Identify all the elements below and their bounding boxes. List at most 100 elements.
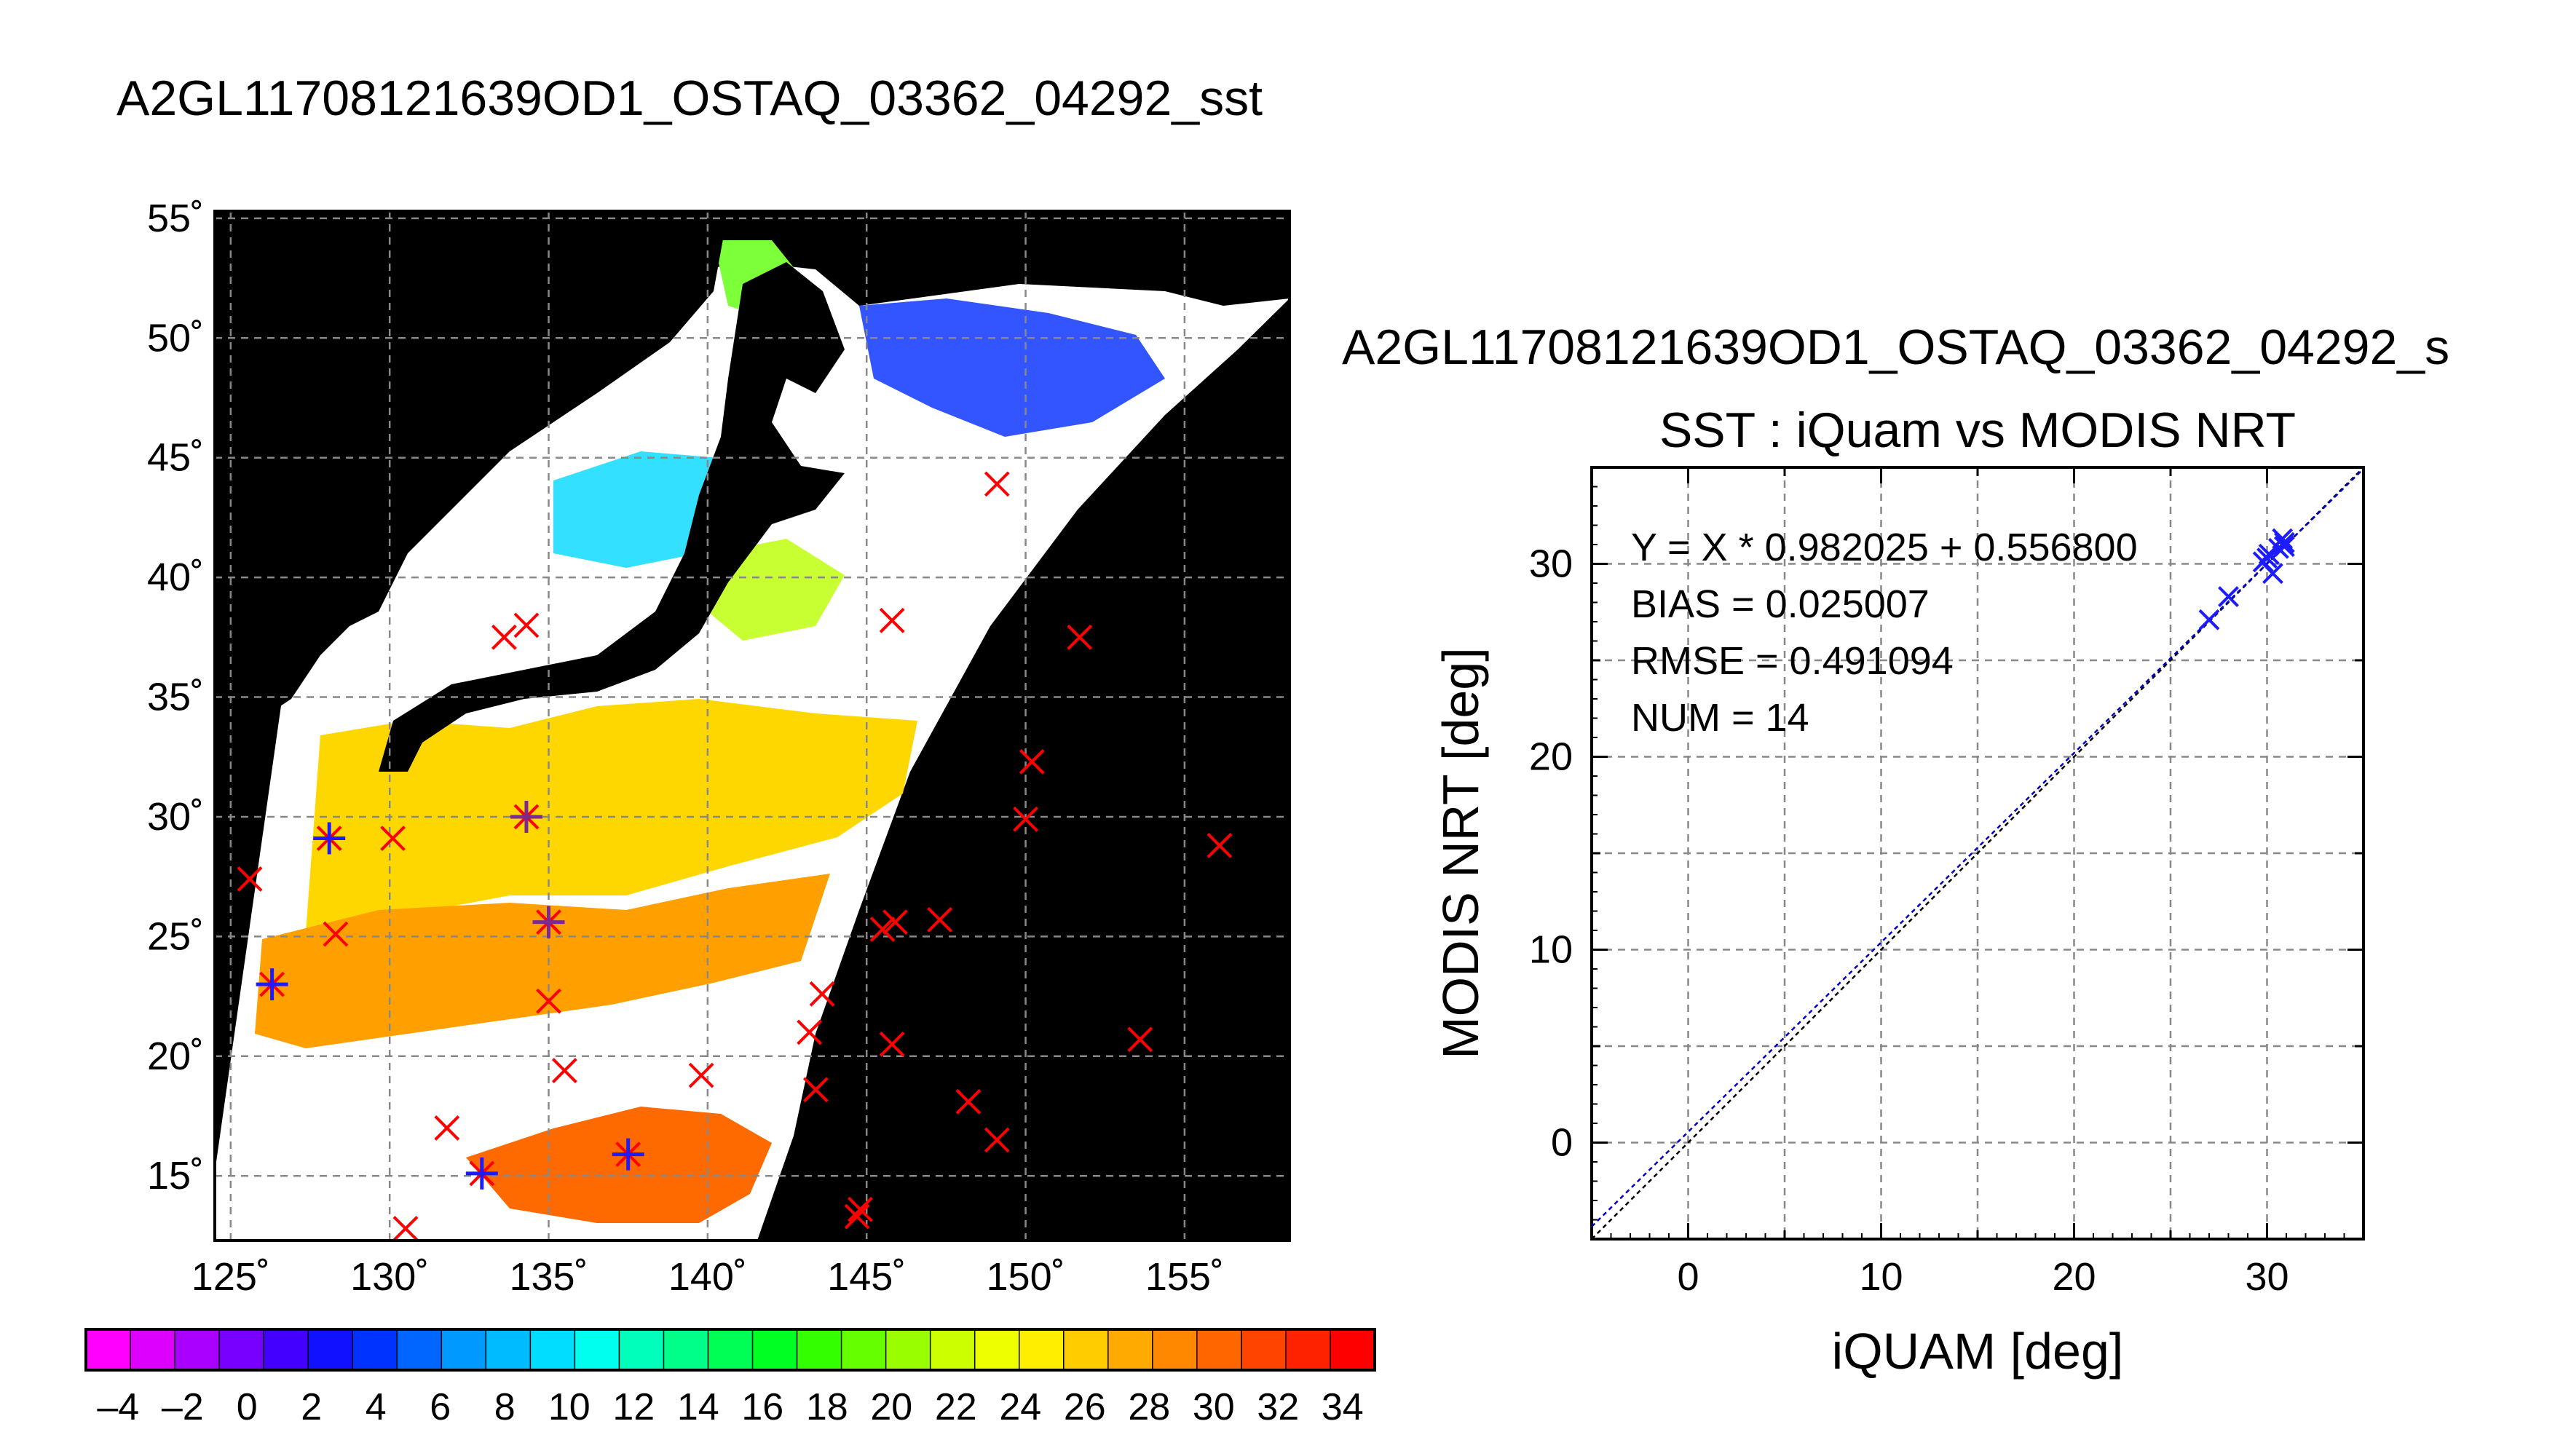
scatter-title: SST : iQuam vs MODIS NRT <box>1659 403 2296 458</box>
map-station-marker <box>380 826 406 851</box>
colorbar-segment <box>1285 1329 1331 1370</box>
map-lat-tick-label: 20˚ <box>147 1034 204 1078</box>
stats-num: NUM = 14 <box>1631 696 1809 740</box>
map-lon-tick-label: 130˚ <box>350 1255 429 1299</box>
colorbar-segment <box>352 1329 398 1370</box>
map-station-marker <box>688 1062 714 1088</box>
map-title: A2GL11708121639OD1_OSTAQ_03362_04292_sst <box>117 71 1263 126</box>
colorbar-segment <box>1152 1329 1198 1370</box>
one-to-one-line <box>1591 467 2364 1240</box>
scatter-y-tick-label: 10 <box>1529 928 1573 972</box>
map-lon-tick-label: 150˚ <box>987 1255 1065 1299</box>
colorbar-segment <box>663 1329 709 1370</box>
stats-bias: BIAS = 0.025007 <box>1631 582 1930 626</box>
map-lat-tick-label: 25˚ <box>147 914 204 958</box>
colorbar-segment <box>397 1329 442 1370</box>
map-lat-tick-label: 30˚ <box>147 795 204 839</box>
colorbar-segment <box>441 1329 486 1370</box>
map-lon-tick-label: 155˚ <box>1145 1255 1224 1299</box>
colorbar-tick-label: 30 <box>1193 1386 1235 1428</box>
regression-line <box>1591 468 2364 1227</box>
colorbar-tick-label: 22 <box>935 1386 977 1428</box>
scatter-panel: A2GL11708121639OD1_OSTAQ_03362_04292_s S… <box>1342 320 2449 1380</box>
scatter-x-label: iQUAM [deg] <box>1832 1323 2124 1380</box>
map-station-marker <box>551 1058 577 1083</box>
map-station-marker <box>1067 624 1093 650</box>
colorbar-tick-label: 2 <box>301 1386 322 1428</box>
colorbar-tick-label: 20 <box>870 1386 912 1428</box>
map-station-marker <box>844 1203 870 1230</box>
map-lon-tick-label: 145˚ <box>827 1255 906 1299</box>
map-lat-tick-label: 55˚ <box>147 197 204 240</box>
map-station-marker <box>434 1115 460 1141</box>
scatter-y-label: MODIS NRT [deg] <box>1432 647 1489 1059</box>
map-station-marker <box>1019 748 1045 775</box>
map-station-marker <box>1207 833 1233 858</box>
map-lon-labels: 125˚ 130˚ 135˚ 140˚ 145˚ 150˚ 155˚ <box>191 1255 1224 1299</box>
colorbar-border <box>84 1328 1376 1372</box>
colorbar-segment <box>1330 1329 1375 1370</box>
map-station-marker <box>869 917 896 942</box>
colorbar-segment <box>1241 1329 1287 1370</box>
colorbar-tick-label: –4 <box>97 1386 139 1428</box>
map-lon-tick-label: 125˚ <box>191 1255 270 1299</box>
scatter-point <box>2262 563 2283 585</box>
land-japan <box>379 262 845 772</box>
map-station-marker <box>513 612 540 638</box>
map-station-marker <box>802 1077 829 1103</box>
colorbar-segment <box>930 1329 976 1370</box>
colorbar-segment <box>619 1329 665 1370</box>
scatter-points <box>2198 528 2295 630</box>
colorbar-segment <box>530 1329 575 1370</box>
scatter-y-tick-labels: 0 10 20 30 <box>1529 542 1573 1165</box>
map-station-marker <box>465 1157 498 1190</box>
sst-area-yellow <box>306 699 917 932</box>
map-station-marker <box>612 1138 644 1171</box>
colorbar-segment <box>1107 1329 1153 1370</box>
map-station-marker <box>848 1196 873 1222</box>
colorbar-segment <box>219 1329 264 1370</box>
scatter-title-top: A2GL11708121639OD1_OSTAQ_03362_04292_s <box>1342 320 2449 375</box>
colorbar-segment <box>885 1329 931 1370</box>
colorbar-segment <box>1196 1329 1242 1370</box>
map-lat-tick-label: 40˚ <box>147 555 204 599</box>
colorbar-tick-label: 8 <box>494 1386 516 1428</box>
map-border <box>213 210 1291 1242</box>
map-lon-tick-label: 135˚ <box>509 1255 588 1299</box>
map-station-marker <box>1127 1026 1153 1053</box>
colorbar-tick-label: 6 <box>430 1386 451 1428</box>
colorbar-segment <box>1063 1329 1109 1370</box>
map-lat-labels: 55˚ 50˚ 45˚ 40˚ 35˚ 30˚ 25˚ 20˚ 15˚ <box>147 197 204 1198</box>
colorbar-segment <box>841 1329 887 1370</box>
map-lat-tick-label: 35˚ <box>147 676 204 719</box>
colorbar-segment <box>86 1329 131 1370</box>
map-lat-tick-label: 50˚ <box>147 316 204 360</box>
scatter-x-tick-label: 30 <box>2245 1255 2289 1299</box>
map-station-marker <box>532 906 565 938</box>
colorbar-segment <box>574 1329 620 1370</box>
map-station-marker <box>955 1088 982 1115</box>
stats-rmse: RMSE = 0.491094 <box>1631 639 1954 683</box>
colorbar-labels: –4 –2 0 2 4 6 8 10 12 14 16 18 20 22 24 26 28 30 32 34 <box>97 1386 1363 1428</box>
colorbar-tick-label: 34 <box>1322 1386 1364 1428</box>
map-station-marker <box>313 822 346 855</box>
colorbar-tick-label: 0 <box>237 1386 258 1428</box>
sst-area-orange <box>255 874 830 1048</box>
scatter-point <box>2273 531 2295 553</box>
colorbar-segment <box>1019 1329 1065 1370</box>
map-station-marker <box>323 921 349 947</box>
scatter-point <box>2218 586 2239 607</box>
colorbar-tick-label: 10 <box>548 1386 591 1428</box>
scatter-y-tick-label: 0 <box>1551 1121 1573 1165</box>
colorbar-tick-label: 24 <box>999 1386 1041 1428</box>
scatter-stats: Y = X * 0.982025 + 0.556800 BIAS = 0.025… <box>1631 526 2138 740</box>
colorbar-tick-label: 16 <box>741 1386 783 1428</box>
map-lon-tick-label: 140˚ <box>668 1255 747 1299</box>
colorbar-tick-label: 26 <box>1064 1386 1106 1428</box>
scatter-x-tick-label: 0 <box>1677 1255 1699 1299</box>
map-points <box>237 471 1233 1241</box>
colorbar-segment <box>308 1329 353 1370</box>
sst-area-blue <box>859 298 1165 437</box>
map-station-marker <box>237 866 263 892</box>
